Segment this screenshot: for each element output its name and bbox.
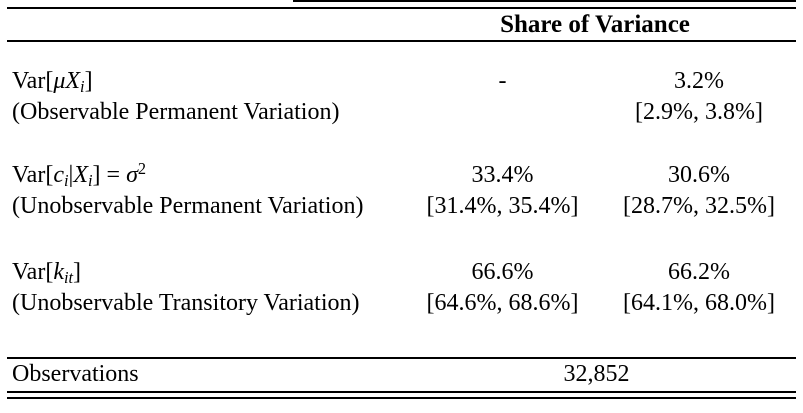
column-group-header: Share of Variance [500,11,690,38]
table-row-observable-permanent: Var[μXi] - 3.2% (Observable Permanent Va… [0,66,803,128]
variance-share-col2: 3.2% [674,68,724,94]
variance-share-col1: - [498,68,507,94]
variance-share-col1: 66.6% [471,259,534,285]
row-ci-line: (Unobservable Permanent Variation) [31.4… [0,191,803,222]
confidence-interval-col1: [31.4%, 35.4%] [426,193,579,219]
variance-share-col2: 30.6% [668,162,730,188]
formula-superscript: 2 [137,158,147,178]
observations-label: Observations [12,361,139,387]
row-description: (Observable Permanent Variation) [12,99,340,125]
confidence-interval-col2: [28.7%, 32.5%] [623,193,775,219]
confidence-interval-col1 [410,97,595,128]
formula-italic: σ [126,162,138,188]
confidence-interval-col2: [2.9%, 3.8%] [635,99,763,125]
row-formula: Var[kit] [0,257,410,288]
bottom-double-rule-upper [7,391,796,393]
observations-row: Observations 32,852 [0,359,803,390]
formula-subscript: i [88,171,93,191]
formula-roman: Var[ [12,259,54,285]
formula-roman: ] [73,259,82,285]
row-description: (Unobservable Transitory Variation) [12,290,360,316]
observations-count: 32,852 [563,361,630,387]
row-formula: Var[ci|Xi] = σ2 [0,160,410,191]
footer-top-rule [7,357,796,359]
row-formula: Var[μXi] [0,66,410,97]
formula-italic: X [73,162,88,188]
confidence-interval-col1: [64.6%, 68.6%] [426,290,579,316]
formula-subscript: i [63,171,69,191]
row-ci-line: (Unobservable Transitory Variation) [64.… [0,288,803,319]
table-row-unobservable-permanent: Var[ci|Xi] = σ2 33.4% 30.6% (Unobservabl… [0,160,803,222]
formula-roman: Var[ [12,162,54,188]
formula-italic: k [53,259,64,285]
row-ci-line: (Observable Permanent Variation) [2.9%, … [0,97,803,128]
row-value-line: Var[μXi] - 3.2% [0,66,803,97]
formula-italic: μX [53,68,81,94]
formula-subscript: it [63,268,74,288]
formula-subscript: i [80,77,85,97]
top-rule [7,7,796,9]
confidence-interval-col2: [64.1%, 68.0%] [623,290,775,316]
variance-share-col2: 66.2% [668,259,730,285]
bottom-double-rule-lower [7,397,796,399]
formula-italic: c [53,162,64,188]
formula-roman: | [68,162,74,188]
top-partial-rule [293,0,796,2]
formula-roman: ] = [92,162,127,188]
formula-roman: ] [84,68,93,94]
formula-roman: Var[ [12,68,54,94]
row-description: (Unobservable Permanent Variation) [12,193,364,219]
variance-share-col1: 33.4% [471,162,534,188]
header-bottom-rule [7,40,796,42]
row-value-line: Var[kit] 66.6% 66.2% [0,257,803,288]
row-value-line: Var[ci|Xi] = σ2 33.4% 30.6% [0,160,803,191]
table-row-unobservable-transitory: Var[kit] 66.6% 66.2% (Unobservable Trans… [0,257,803,319]
